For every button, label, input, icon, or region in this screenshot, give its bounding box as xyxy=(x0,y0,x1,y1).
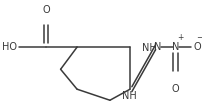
Text: NH: NH xyxy=(142,43,157,53)
Text: +: + xyxy=(177,33,183,42)
Text: N: N xyxy=(154,42,161,52)
Text: −: − xyxy=(196,33,202,42)
Text: HO: HO xyxy=(2,42,17,52)
Text: O: O xyxy=(193,42,201,52)
Text: NH: NH xyxy=(122,91,137,101)
Text: N: N xyxy=(172,42,179,52)
Text: O: O xyxy=(42,5,50,15)
Text: O: O xyxy=(172,84,180,94)
